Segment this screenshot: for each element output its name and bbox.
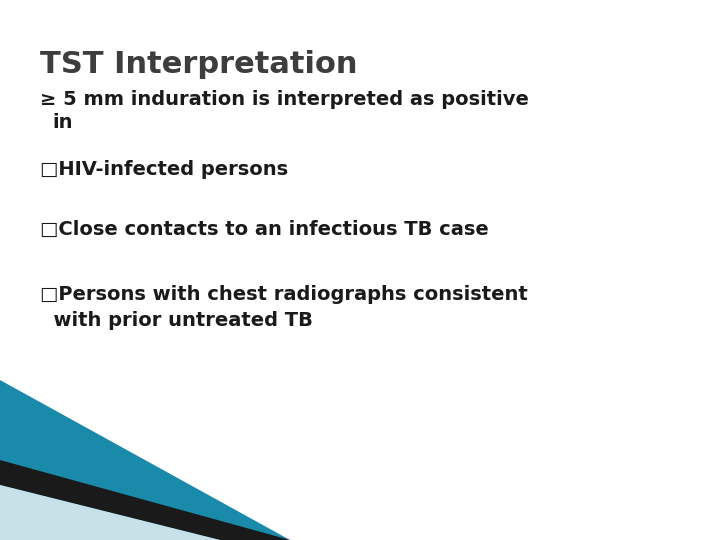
Text: in: in <box>52 113 73 132</box>
Text: □HIV-infected persons: □HIV-infected persons <box>40 160 288 179</box>
Text: □Persons with chest radiographs consistent
  with prior untreated TB: □Persons with chest radiographs consiste… <box>40 285 528 330</box>
Polygon shape <box>0 485 220 540</box>
Polygon shape <box>0 460 290 540</box>
Text: TST Interpretation: TST Interpretation <box>40 50 358 79</box>
Text: ≥ 5 mm induration is interpreted as positive: ≥ 5 mm induration is interpreted as posi… <box>40 90 529 109</box>
Text: □Close contacts to an infectious TB case: □Close contacts to an infectious TB case <box>40 220 489 239</box>
Polygon shape <box>0 380 290 540</box>
